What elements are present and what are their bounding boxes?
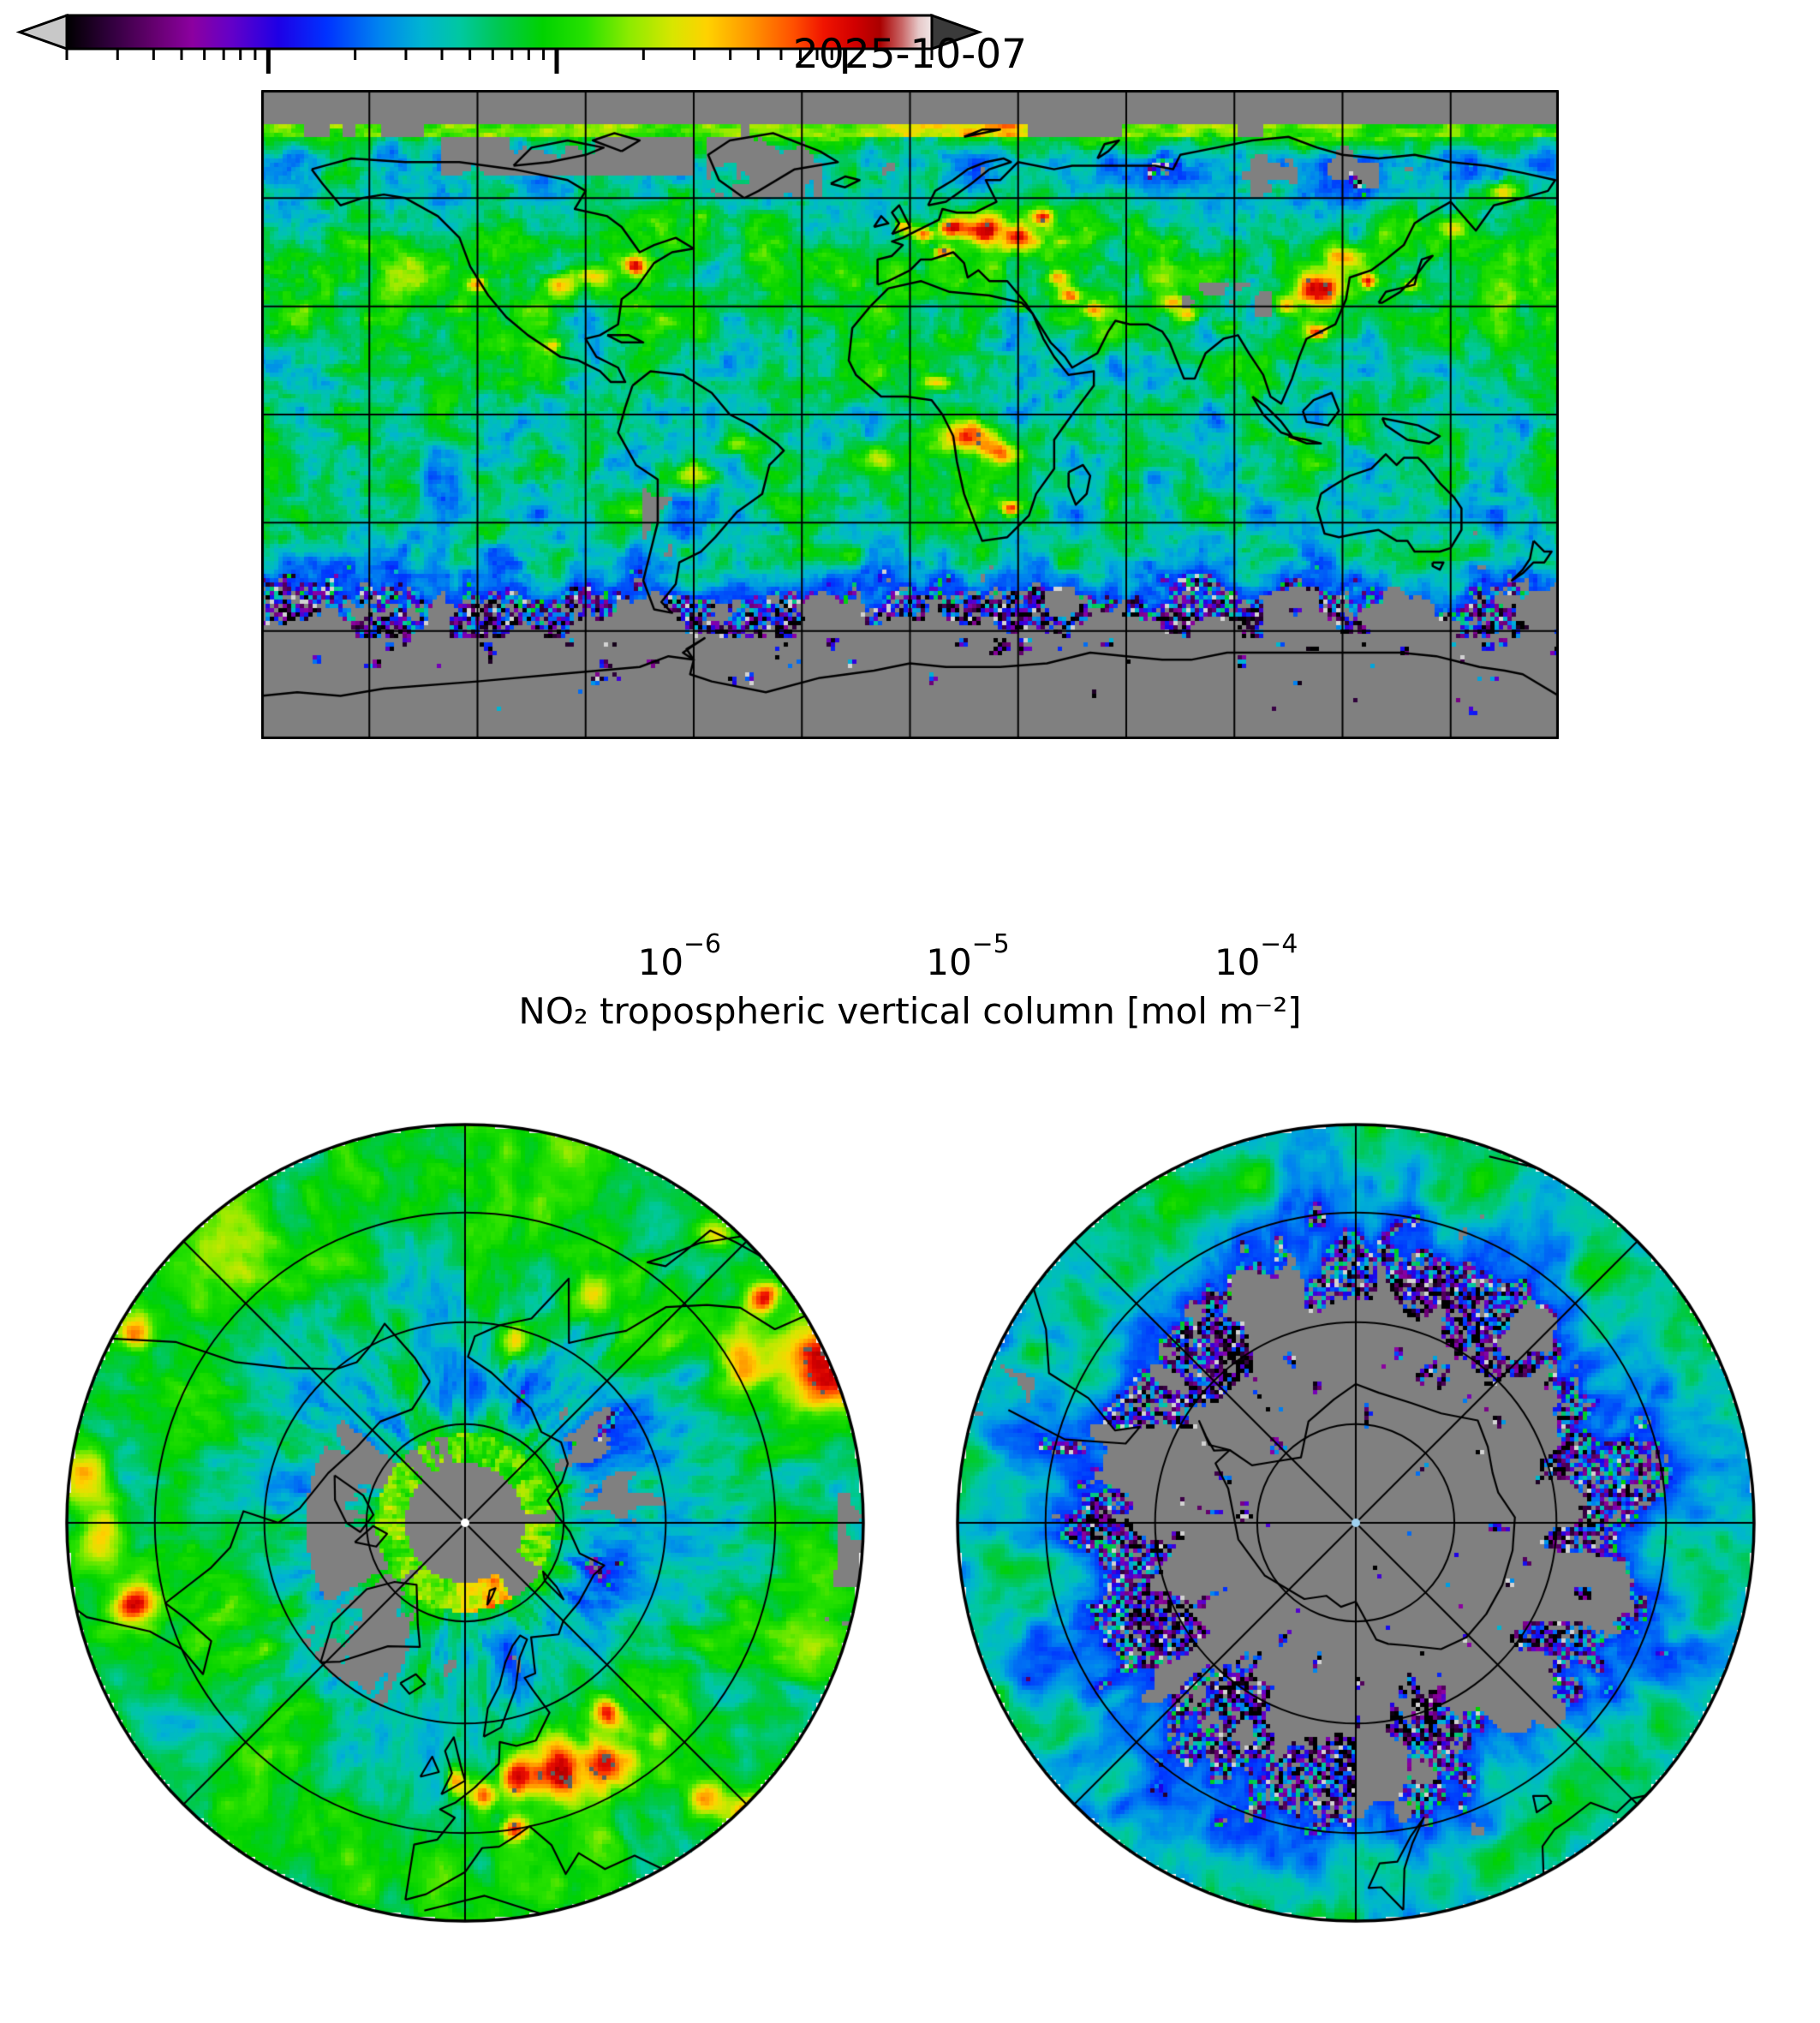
north-polar-map-canvas (63, 1120, 868, 1925)
colorbar-label: NO₂ tropospheric vertical column [mol m⁻… (518, 990, 1302, 1032)
colorbar-gradient (67, 15, 932, 49)
figure-title: 2025-10-07 (792, 31, 1028, 78)
colorbar-tick-label: 10−5 (926, 928, 1010, 983)
south-polar-map-canvas (953, 1120, 1758, 1925)
colorbar-outline (65, 14, 934, 51)
colorbar-svg (15, 13, 983, 74)
colorbar-tick-label: 10−6 (637, 928, 722, 983)
global-map-canvas (261, 90, 1559, 739)
colorbar-tick-label: 10−4 (1214, 928, 1298, 983)
